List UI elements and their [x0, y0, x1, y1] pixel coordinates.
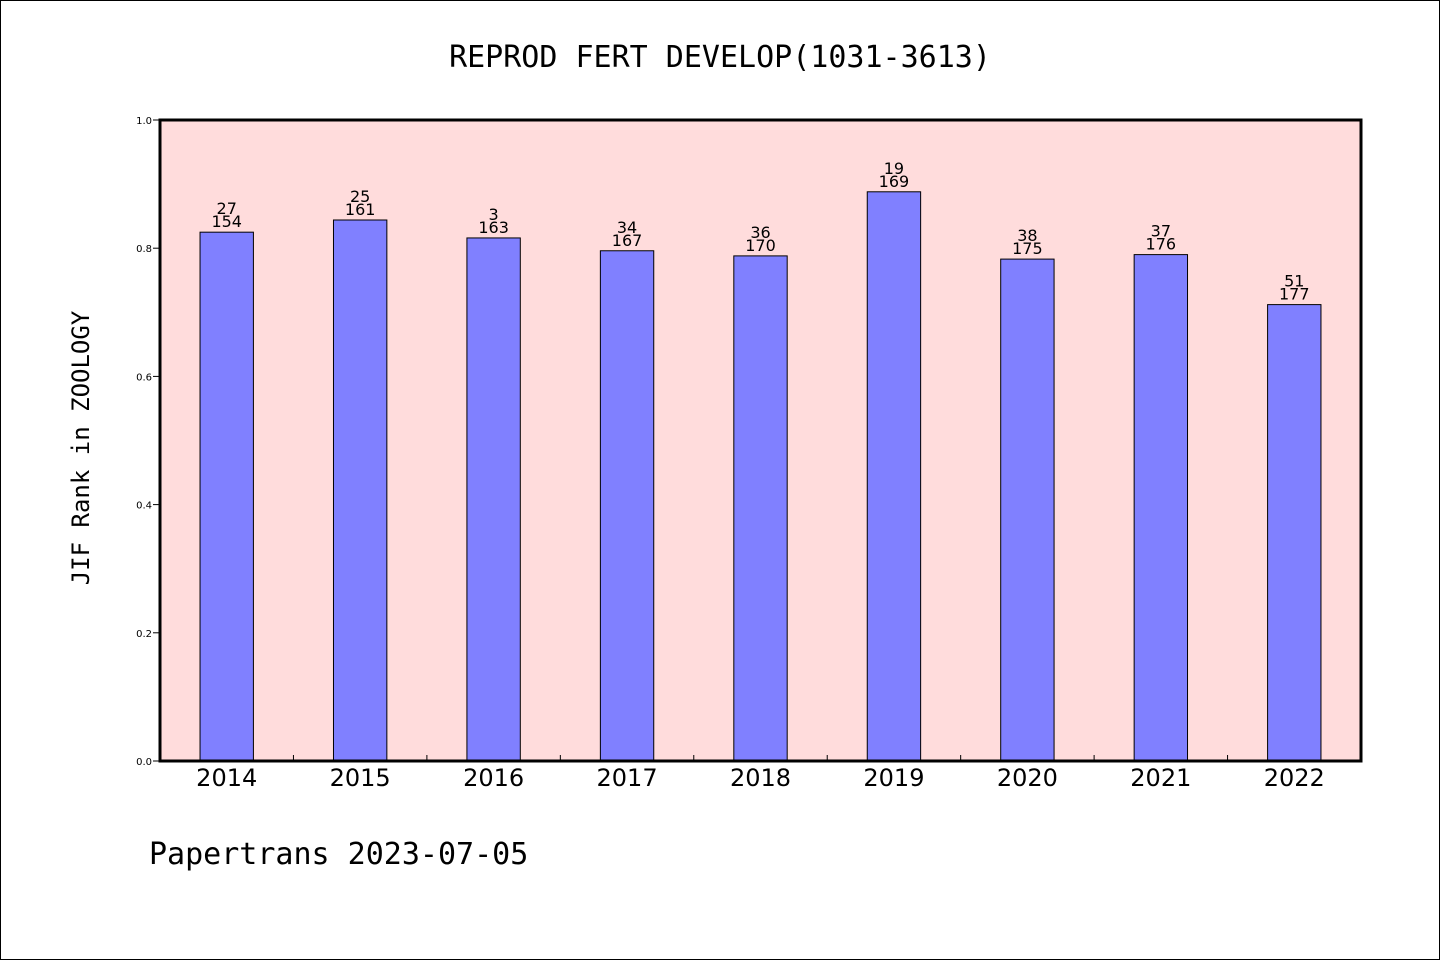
- x-tick-label: 2014: [196, 764, 257, 792]
- data-label-total: 169: [879, 172, 910, 191]
- bar-2017: [599, 250, 655, 762]
- data-label-total: 163: [478, 218, 509, 237]
- bar-2014: [199, 231, 254, 762]
- y-axis-label: JIF Rank in ZOOLOGY: [67, 310, 95, 585]
- x-tick-label: 2018: [730, 764, 791, 792]
- x-tick-label: 2020: [997, 764, 1058, 792]
- plot-border: [158, 118, 1363, 763]
- y-tick-label: 1.0: [136, 116, 152, 127]
- data-label-rank: 27: [217, 199, 237, 218]
- data-label-total: 154: [211, 212, 242, 231]
- y-tick-label: 0.6: [136, 372, 152, 383]
- data-label-rank: 36: [750, 223, 770, 242]
- bar-2021: [1133, 254, 1189, 762]
- y-tick-label: 0.0: [136, 757, 152, 768]
- data-label-total: 177: [1279, 285, 1310, 304]
- data-label-rank: 51: [1284, 272, 1304, 291]
- y-tick-label: 0.2: [136, 629, 152, 640]
- x-tick-label: 2016: [463, 764, 524, 792]
- y-tick-label: 0.8: [136, 244, 152, 255]
- data-label-rank: 19: [884, 159, 904, 178]
- data-label-rank: 34: [617, 218, 637, 237]
- bar-2022: [1267, 304, 1322, 762]
- data-label-total: 161: [345, 200, 376, 219]
- footer-credit: Papertrans 2023-07-05: [149, 837, 528, 872]
- x-tick-label: 2022: [1264, 764, 1325, 792]
- x-tick-label: 2015: [330, 764, 391, 792]
- bar-2015: [332, 219, 388, 762]
- bar-2019: [866, 191, 922, 762]
- data-label-rank: 3: [489, 205, 499, 224]
- bar-2016: [466, 237, 521, 762]
- x-tick-label: 2017: [597, 764, 658, 792]
- x-tick-label: 2019: [863, 764, 924, 792]
- chart-title: REPROD FERT DEVELOP(1031-3613): [449, 40, 991, 75]
- bar-2020: [1000, 258, 1055, 762]
- x-tick-label: 2021: [1130, 764, 1191, 792]
- axis-ticks: 0.0 0.2 0.4 0.6 0.8 1.0 2014 2015 2016 2017 2018 20…: [136, 116, 1325, 792]
- data-label-rank: 37: [1151, 222, 1171, 241]
- data-label-rank: 25: [350, 187, 370, 206]
- y-tick-label: 0.4: [136, 501, 152, 512]
- data-label-total: 167: [612, 231, 643, 250]
- data-label-total: 170: [745, 236, 776, 255]
- bars-group: [199, 191, 1322, 762]
- data-label-total: 175: [1012, 239, 1043, 258]
- data-label-total: 176: [1146, 235, 1177, 254]
- bar-2018: [733, 255, 788, 762]
- data-label-rank: 38: [1017, 226, 1037, 245]
